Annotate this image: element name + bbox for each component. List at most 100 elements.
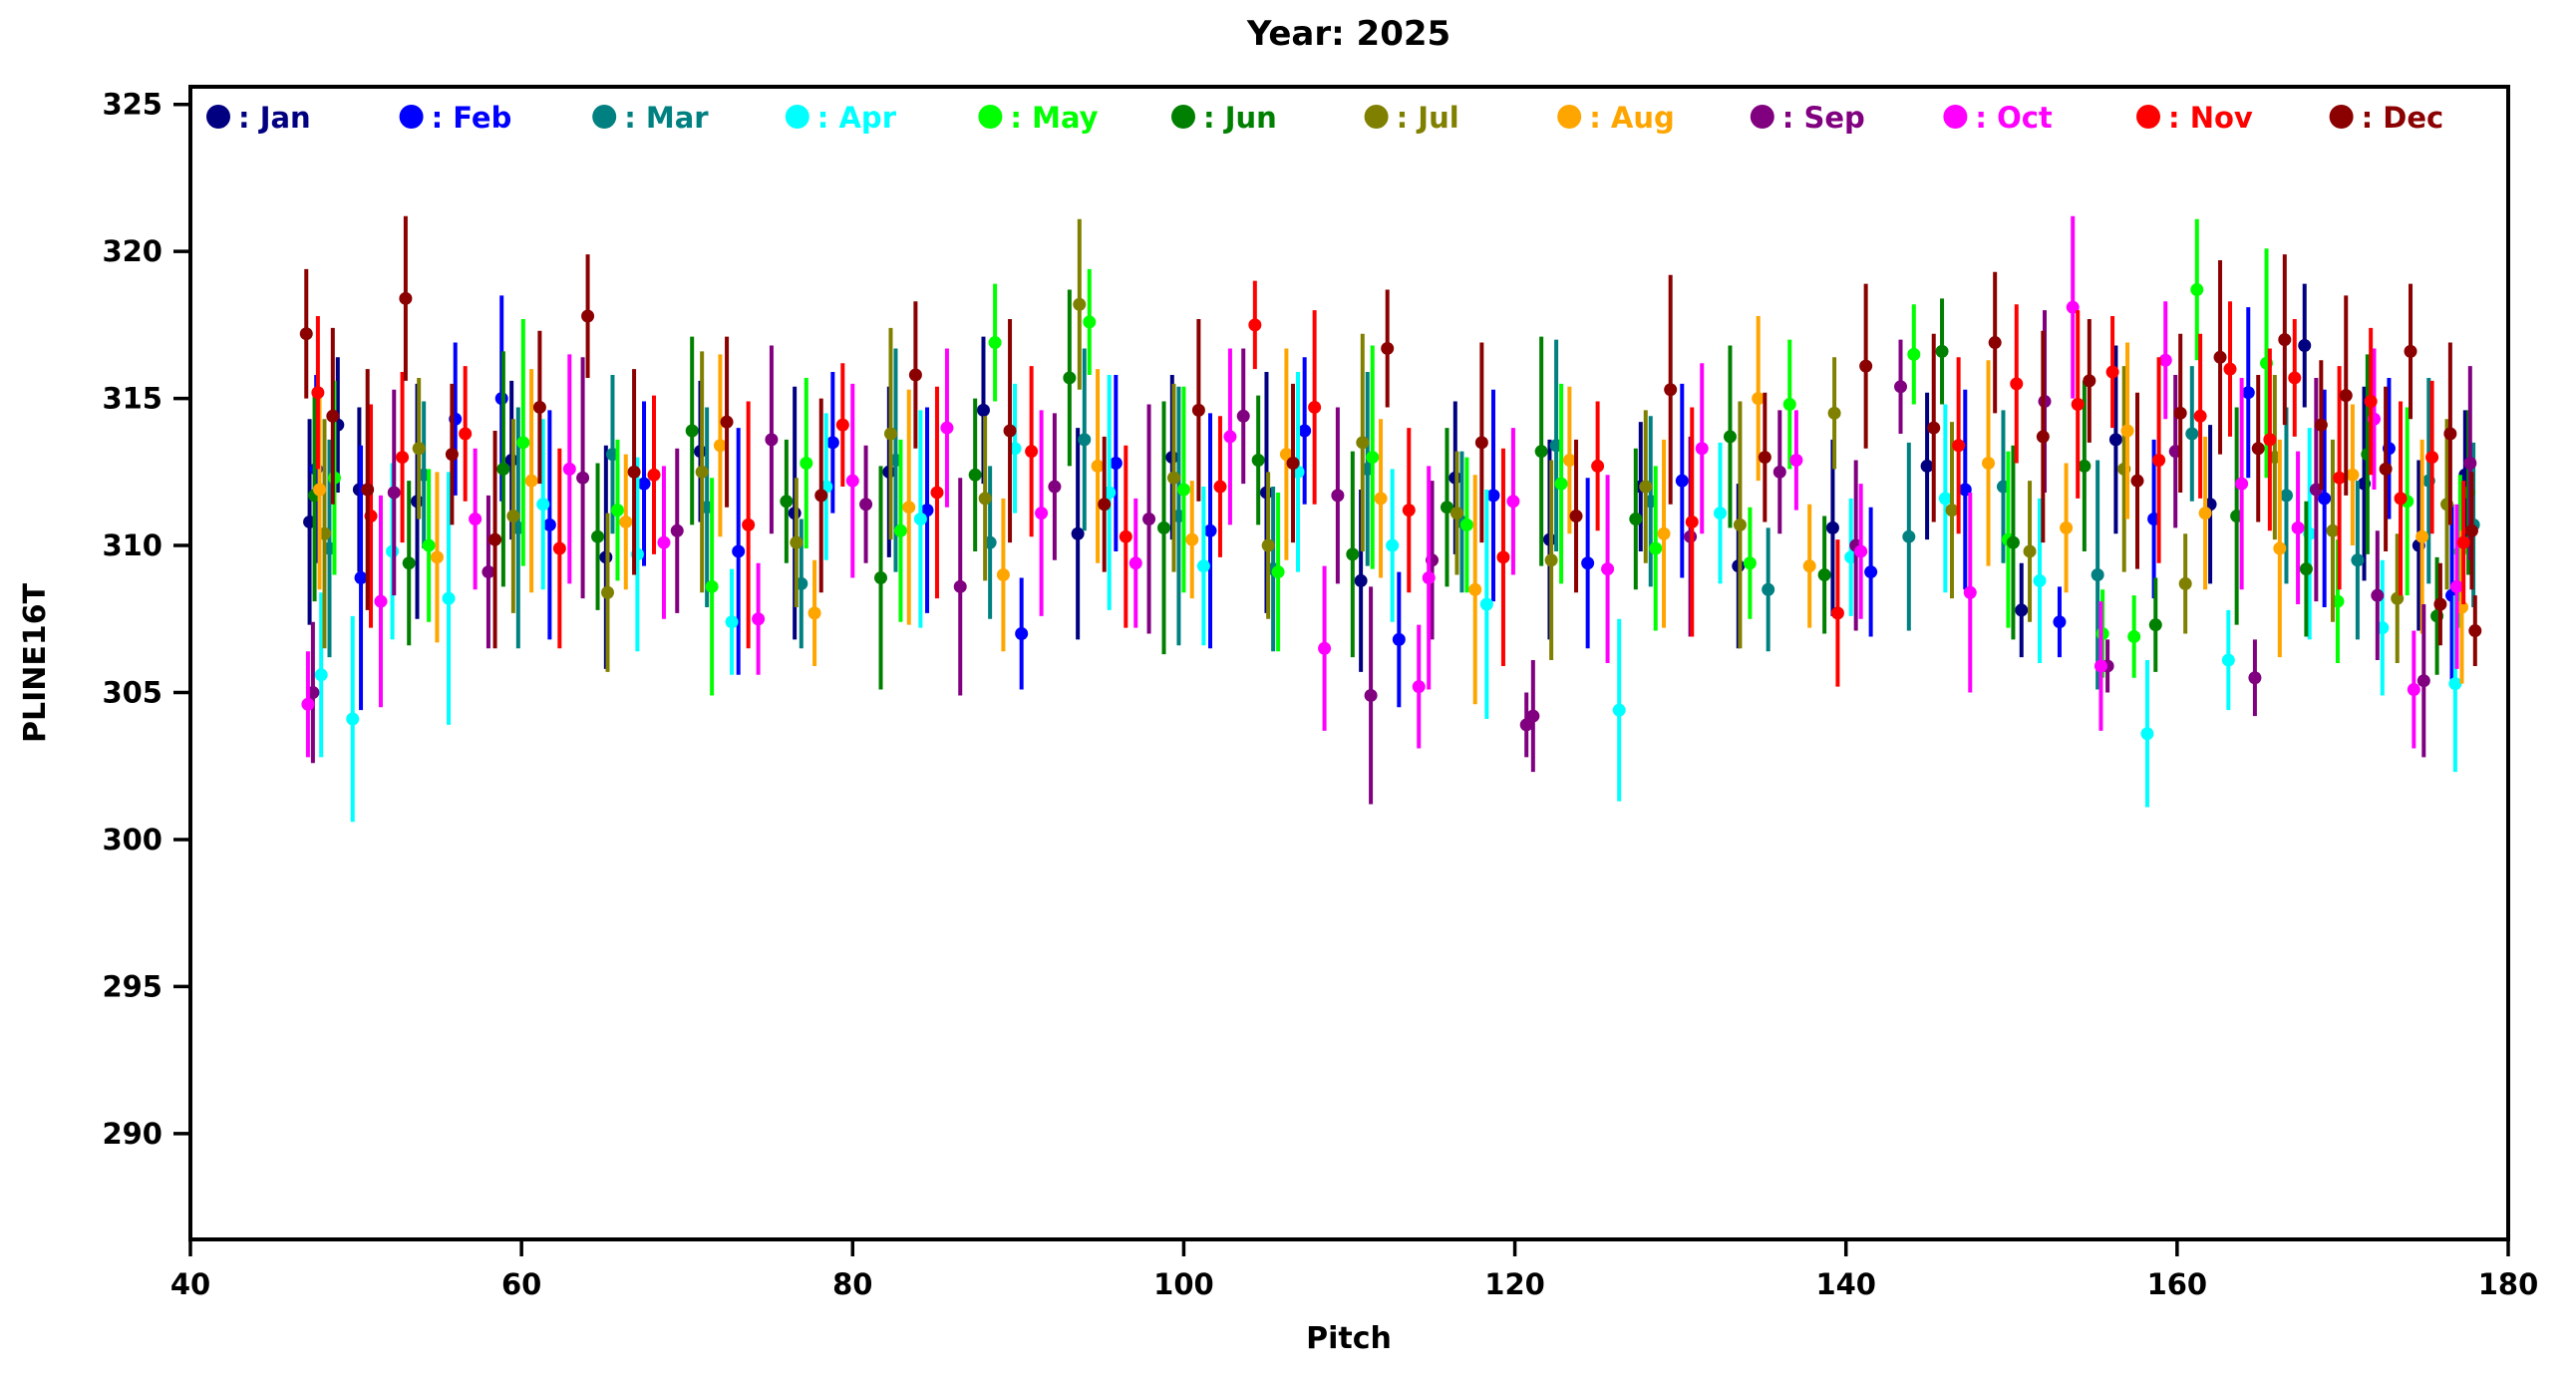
data-point — [2443, 427, 2457, 441]
data-point — [1752, 392, 1766, 406]
data-point — [2464, 523, 2478, 537]
data-point — [619, 515, 633, 528]
data-point — [1203, 523, 1217, 537]
legend-marker-icon — [978, 105, 1003, 129]
data-point — [1213, 480, 1227, 494]
data-point — [1157, 520, 1170, 534]
data-point — [2190, 282, 2204, 296]
data-point — [765, 433, 779, 447]
data-point — [1356, 436, 1370, 450]
data-point — [610, 504, 624, 518]
data-point — [1519, 718, 1533, 732]
data-point — [2407, 683, 2420, 697]
data-point — [2450, 579, 2464, 593]
data-point — [1562, 454, 1576, 468]
data-point — [1902, 529, 1916, 543]
data-point — [1649, 541, 1663, 555]
data-point — [2273, 541, 2287, 555]
data-point — [1071, 526, 1085, 540]
data-point — [536, 498, 550, 512]
data-point — [2404, 344, 2417, 358]
data-point — [2140, 727, 2154, 741]
data-point — [1073, 297, 1087, 311]
data-point — [459, 427, 473, 441]
data-point — [1479, 597, 1493, 611]
data-point — [1506, 495, 1520, 509]
legend-marker-icon — [1557, 105, 1582, 129]
legend-marker-icon — [592, 105, 617, 129]
data-point — [591, 529, 605, 543]
data-point — [1894, 380, 1908, 394]
legend-marker-icon — [1171, 105, 1195, 129]
data-point — [1782, 397, 1796, 411]
data-point — [1963, 585, 1977, 599]
data-point — [1003, 424, 1017, 438]
data-point — [1354, 573, 1368, 587]
data-point — [2299, 562, 2313, 576]
data-point — [1935, 344, 1949, 358]
data-point — [1191, 403, 1205, 417]
data-point — [2288, 371, 2302, 385]
data-point — [2078, 459, 2092, 473]
data-point — [1298, 424, 1312, 438]
data-point — [2251, 442, 2265, 456]
x-tick-label: 100 — [1153, 1267, 1214, 1301]
series-feb — [309, 295, 2459, 711]
data-point — [496, 462, 510, 476]
data-point — [313, 483, 327, 497]
data-point — [1286, 456, 1300, 470]
data-point — [988, 336, 1002, 350]
data-point — [2379, 462, 2393, 476]
legend-item-nov: : Nov — [2136, 101, 2253, 135]
data-point — [1982, 456, 1996, 470]
data-point — [1758, 451, 1771, 465]
data-point — [1714, 507, 1727, 520]
data-point — [1554, 477, 1568, 491]
data-point — [1166, 471, 1180, 485]
series-aug — [313, 316, 2468, 705]
data-point — [2015, 603, 2029, 617]
data-point — [1185, 532, 1199, 546]
data-point — [2033, 573, 2047, 587]
data-point — [1544, 553, 1558, 567]
legend-item-apr: : Apr — [785, 101, 897, 135]
series-oct — [301, 215, 2464, 758]
data-point — [2235, 477, 2249, 491]
data-point — [1318, 641, 1332, 655]
data-point — [780, 495, 794, 509]
data-point — [1346, 547, 1360, 561]
data-point — [469, 513, 483, 525]
data-point — [1261, 538, 1275, 552]
data-point — [412, 442, 426, 456]
data-point — [1474, 436, 1488, 450]
data-point — [1639, 480, 1653, 494]
data-point — [2248, 671, 2262, 685]
plot-frame — [188, 85, 2510, 1241]
data-point — [976, 403, 990, 417]
legend-label: : Mar — [624, 101, 709, 135]
legend-item-dec: : Dec — [2329, 101, 2443, 135]
data-point — [482, 565, 495, 579]
data-point — [488, 532, 502, 546]
legend-label: : Feb — [432, 101, 512, 135]
data-point — [1945, 504, 1959, 518]
data-point — [442, 591, 456, 605]
data-point — [978, 492, 992, 506]
data-point — [326, 409, 340, 423]
legend-marker-icon — [206, 105, 230, 129]
x-tick-label: 60 — [501, 1267, 541, 1301]
legend-label: : May — [1010, 101, 1098, 135]
data-point — [1025, 445, 1039, 459]
legend-label: : Oct — [1975, 101, 2053, 135]
x-tick-label: 160 — [2147, 1267, 2208, 1301]
data-point — [1743, 556, 1757, 570]
data-point — [2463, 456, 2477, 470]
data-point — [835, 418, 849, 432]
x-tick-label: 120 — [1484, 1267, 1545, 1301]
data-point — [1248, 318, 1262, 332]
data-point — [2433, 597, 2447, 611]
y-tick-label: 315 — [102, 382, 162, 416]
data-point — [2105, 365, 2119, 379]
data-point — [1251, 454, 1265, 468]
